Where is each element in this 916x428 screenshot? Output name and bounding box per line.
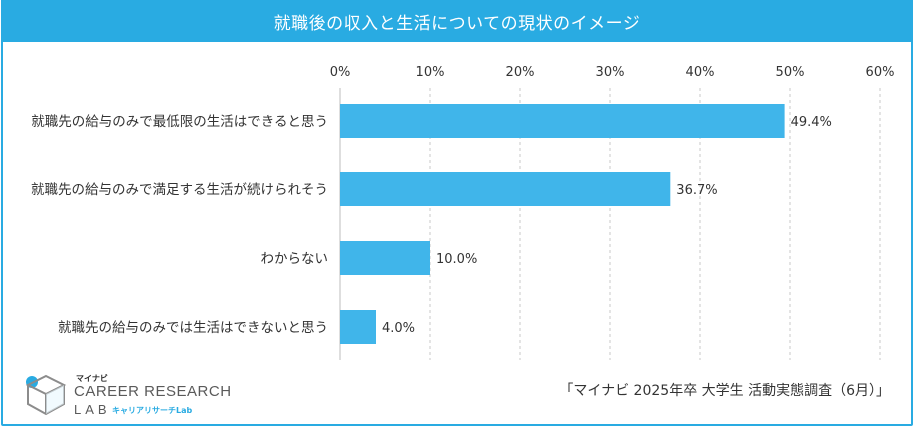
x-tick-label: 30%: [596, 65, 625, 80]
cube-logo-icon: [25, 374, 67, 416]
bar: [340, 310, 376, 344]
source-note: 「マイナビ 2025年卒 大学生 活動実態調査（6月）」: [559, 383, 890, 399]
x-tick-label: 0%: [330, 65, 351, 80]
chart-title: 就職後の収入と生活についての現状のイメージ: [1, 0, 913, 42]
x-tick-label: 10%: [416, 65, 445, 80]
logo-sub-text: キャリアリサーチLab: [112, 406, 193, 415]
logo-main-text: CAREER RESEARCH: [74, 383, 232, 400]
category-label: 就職先の給与のみでは生活はできないと思う: [58, 320, 328, 336]
x-tick-label: 20%: [506, 65, 535, 80]
x-tick-label: 40%: [686, 65, 715, 80]
value-label: 36.7%: [676, 183, 717, 198]
logo-lab-text: LAB: [74, 402, 111, 417]
logo-top-text: マイナビ: [76, 374, 108, 383]
bar: [340, 241, 430, 275]
career-research-lab-logo: マイナビ CAREER RESEARCH LAB キャリアリサーチLab: [20, 370, 240, 420]
category-label: わからない: [261, 251, 329, 267]
bar: [340, 104, 785, 138]
value-label: 10.0%: [436, 252, 477, 267]
x-tick-label: 60%: [866, 65, 895, 80]
x-tick-label: 50%: [776, 65, 805, 80]
category-label: 就職先の給与のみで最低限の生活はできると思う: [31, 114, 328, 130]
value-label: 49.4%: [791, 115, 832, 130]
category-label: 就職先の給与のみで満足する生活が続けられそう: [31, 182, 328, 198]
bar: [340, 172, 671, 206]
value-label: 4.0%: [382, 321, 415, 336]
